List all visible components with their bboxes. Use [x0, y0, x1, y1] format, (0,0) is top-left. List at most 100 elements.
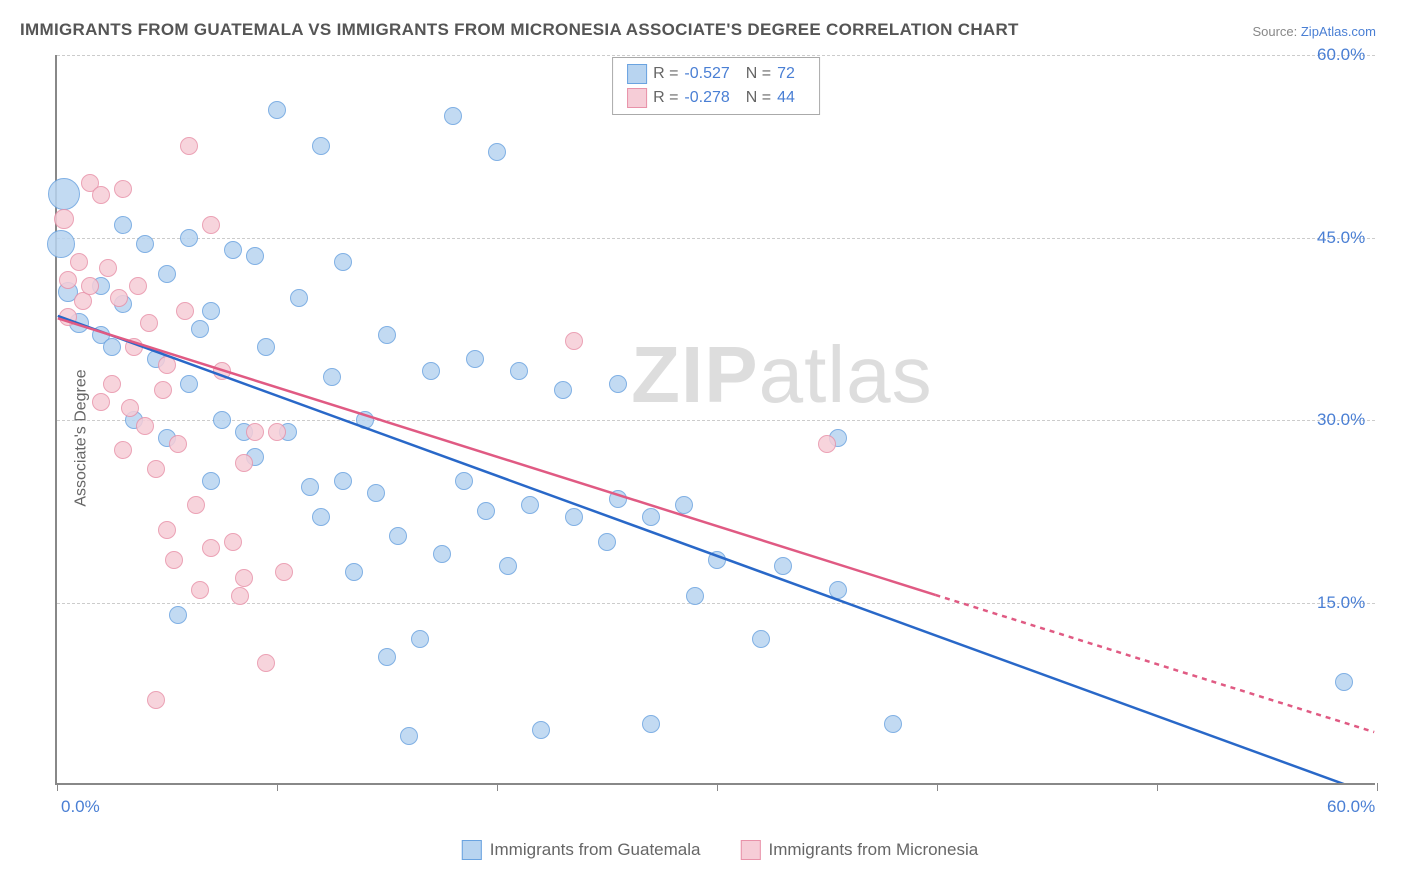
- legend-series: Immigrants from Guatemala Immigrants from…: [462, 840, 978, 860]
- scatter-point-guatemala: [312, 137, 330, 155]
- scatter-point-guatemala: [884, 715, 902, 733]
- scatter-point-guatemala: [246, 247, 264, 265]
- scatter-point-micronesia: [92, 186, 110, 204]
- plot-area: ZIPatlas R = -0.527N = 72R = -0.278N = 4…: [55, 55, 1375, 785]
- scatter-point-guatemala: [499, 557, 517, 575]
- legend-r-value: -0.527: [684, 62, 729, 86]
- scatter-point-micronesia: [114, 441, 132, 459]
- scatter-point-micronesia: [565, 332, 583, 350]
- scatter-point-micronesia: [176, 302, 194, 320]
- scatter-point-micronesia: [158, 521, 176, 539]
- chart-title: IMMIGRANTS FROM GUATEMALA VS IMMIGRANTS …: [20, 20, 1019, 40]
- xtick-mark: [937, 783, 938, 791]
- scatter-point-guatemala: [301, 478, 319, 496]
- scatter-point-micronesia: [99, 259, 117, 277]
- legend-stats: R = -0.527N = 72R = -0.278N = 44: [612, 57, 820, 115]
- scatter-point-micronesia: [81, 277, 99, 295]
- xtick-label: 60.0%: [1327, 797, 1375, 817]
- scatter-point-micronesia: [158, 356, 176, 374]
- scatter-point-micronesia: [92, 393, 110, 411]
- scatter-point-guatemala: [752, 630, 770, 648]
- scatter-point-guatemala: [708, 551, 726, 569]
- scatter-point-guatemala: [433, 545, 451, 563]
- scatter-point-guatemala: [158, 265, 176, 283]
- ytick-label: 15.0%: [1317, 593, 1365, 613]
- scatter-point-micronesia: [268, 423, 286, 441]
- gridline-h: [57, 420, 1375, 421]
- chart-container: Associate's Degree ZIPatlas R = -0.527N …: [55, 55, 1385, 820]
- legend-stat-row-micronesia: R = -0.278N = 44: [627, 86, 805, 110]
- legend-r-value: -0.278: [684, 86, 729, 110]
- ytick-label: 30.0%: [1317, 410, 1365, 430]
- legend-n-value: 44: [777, 86, 795, 110]
- scatter-point-guatemala: [609, 375, 627, 393]
- scatter-point-guatemala: [532, 721, 550, 739]
- xtick-mark: [1157, 783, 1158, 791]
- scatter-point-guatemala: [47, 230, 75, 258]
- scatter-point-guatemala: [323, 368, 341, 386]
- watermark: ZIPatlas: [631, 329, 932, 421]
- gridline-h: [57, 55, 1375, 56]
- watermark-light: atlas: [759, 330, 933, 419]
- scatter-point-micronesia: [187, 496, 205, 514]
- scatter-point-guatemala: [345, 563, 363, 581]
- scatter-point-micronesia: [213, 362, 231, 380]
- scatter-point-micronesia: [231, 587, 249, 605]
- scatter-point-guatemala: [829, 581, 847, 599]
- scatter-point-micronesia: [246, 423, 264, 441]
- scatter-point-guatemala: [411, 630, 429, 648]
- scatter-point-guatemala: [477, 502, 495, 520]
- scatter-point-guatemala: [1335, 673, 1353, 691]
- scatter-point-micronesia: [169, 435, 187, 453]
- scatter-point-micronesia: [202, 539, 220, 557]
- xtick-mark: [497, 783, 498, 791]
- scatter-point-guatemala: [180, 229, 198, 247]
- xtick-mark: [1377, 783, 1378, 791]
- scatter-point-micronesia: [121, 399, 139, 417]
- legend-n-value: 72: [777, 62, 795, 86]
- scatter-point-micronesia: [154, 381, 172, 399]
- scatter-point-guatemala: [202, 472, 220, 490]
- scatter-point-guatemala: [444, 107, 462, 125]
- scatter-point-micronesia: [54, 209, 74, 229]
- scatter-point-guatemala: [565, 508, 583, 526]
- scatter-point-guatemala: [675, 496, 693, 514]
- scatter-point-micronesia: [147, 691, 165, 709]
- legend-n-label: N =: [746, 86, 771, 110]
- legend-item-micronesia: Immigrants from Micronesia: [740, 840, 978, 860]
- scatter-point-micronesia: [180, 137, 198, 155]
- scatter-point-guatemala: [268, 101, 286, 119]
- scatter-point-micronesia: [114, 180, 132, 198]
- scatter-point-guatemala: [686, 587, 704, 605]
- scatter-point-micronesia: [275, 563, 293, 581]
- scatter-point-guatemala: [400, 727, 418, 745]
- xtick-label: 0.0%: [61, 797, 100, 817]
- scatter-point-guatemala: [367, 484, 385, 502]
- scatter-point-guatemala: [290, 289, 308, 307]
- ytick-label: 60.0%: [1317, 45, 1365, 65]
- scatter-point-micronesia: [125, 338, 143, 356]
- gridline-h: [57, 603, 1375, 604]
- scatter-point-guatemala: [642, 715, 660, 733]
- scatter-point-guatemala: [466, 350, 484, 368]
- scatter-point-guatemala: [356, 411, 374, 429]
- scatter-point-guatemala: [422, 362, 440, 380]
- scatter-point-guatemala: [609, 490, 627, 508]
- scatter-point-micronesia: [235, 454, 253, 472]
- legend-item-label: Immigrants from Guatemala: [490, 840, 701, 860]
- scatter-point-guatemala: [378, 326, 396, 344]
- scatter-point-micronesia: [136, 417, 154, 435]
- source-prefix: Source:: [1252, 24, 1300, 39]
- scatter-point-micronesia: [129, 277, 147, 295]
- scatter-point-guatemala: [554, 381, 572, 399]
- scatter-point-micronesia: [257, 654, 275, 672]
- trend-lines: [57, 55, 1375, 783]
- gridline-h: [57, 238, 1375, 239]
- xtick-mark: [57, 783, 58, 791]
- watermark-bold: ZIP: [631, 330, 758, 419]
- scatter-point-guatemala: [202, 302, 220, 320]
- scatter-point-guatemala: [598, 533, 616, 551]
- legend-item-guatemala: Immigrants from Guatemala: [462, 840, 701, 860]
- scatter-point-micronesia: [110, 289, 128, 307]
- scatter-point-guatemala: [114, 216, 132, 234]
